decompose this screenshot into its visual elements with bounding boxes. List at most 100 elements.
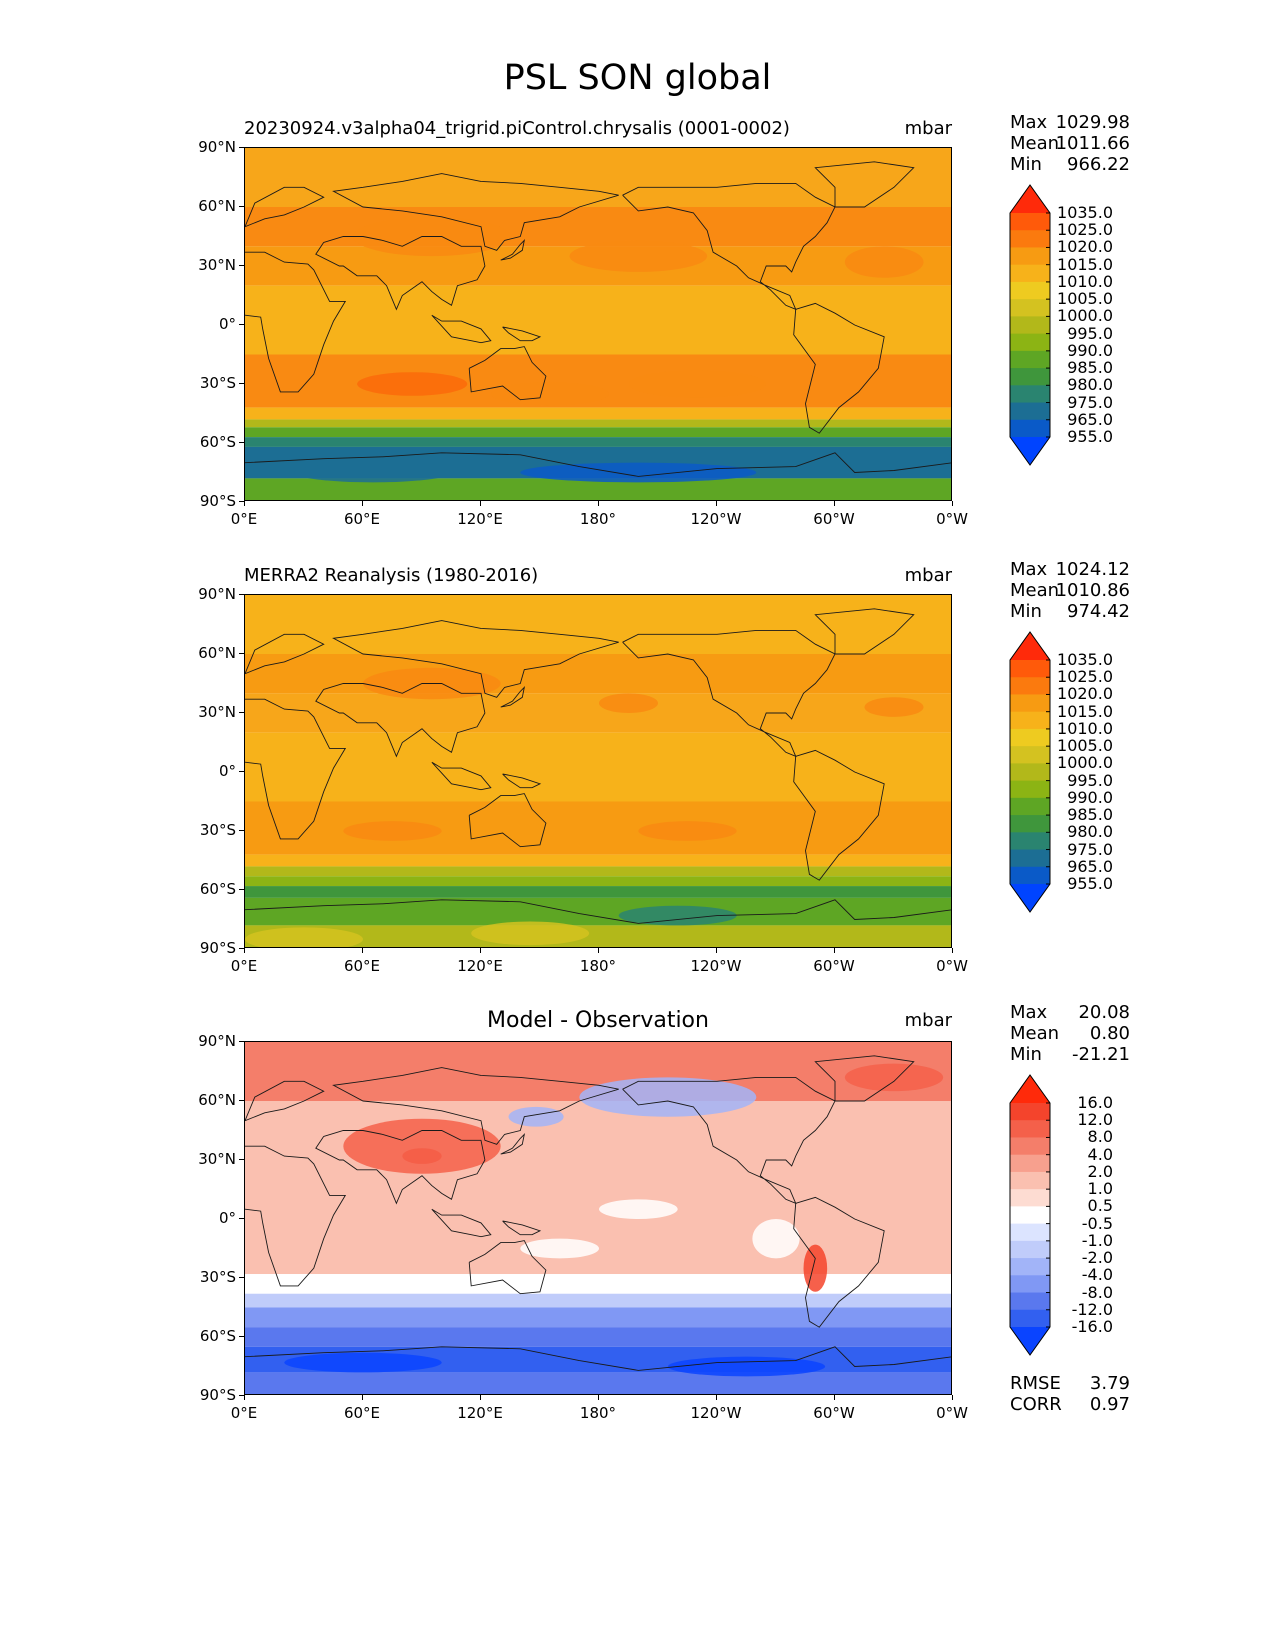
- map-band: [245, 866, 951, 877]
- units-label: mbar: [904, 1010, 952, 1031]
- colorbar-segment: [1010, 1120, 1050, 1138]
- y-tick-mark: [239, 501, 244, 502]
- y-tick-mark: [239, 1159, 244, 1160]
- colorbar-segment: [1010, 316, 1050, 335]
- y-tick-mark: [239, 889, 244, 890]
- x-tick-mark: [244, 948, 245, 953]
- map-anomaly: [357, 372, 468, 396]
- colorbar-segment: [1010, 832, 1050, 851]
- colorbar-label: 2.0: [1087, 1161, 1113, 1181]
- map-plot: [244, 1041, 952, 1395]
- coastline: [245, 1080, 325, 1122]
- coastline: [793, 302, 885, 434]
- x-tick-mark: [834, 948, 835, 953]
- coastline: [332, 1067, 619, 1145]
- colorbar-label: 12.0: [1077, 1110, 1113, 1130]
- map-band: [245, 886, 951, 898]
- colorbar-segment: [1010, 264, 1050, 283]
- colorbar-label: 1015.0: [1057, 701, 1113, 721]
- y-tick-mark: [239, 830, 244, 831]
- coastline: [500, 239, 526, 261]
- colorbar-label: 975.0: [1067, 839, 1113, 859]
- y-tick-label: 30°S: [199, 821, 236, 839]
- coastline: [245, 899, 951, 924]
- y-tick-mark: [239, 1100, 244, 1101]
- x-tick-label: 60°W: [813, 510, 855, 528]
- y-tick-mark: [239, 948, 244, 949]
- colorbar-label: -12.0: [1071, 1299, 1113, 1319]
- y-tick-mark: [239, 1395, 244, 1396]
- x-tick-label: 60°E: [343, 1404, 381, 1422]
- x-tick-label: 60°W: [813, 1404, 855, 1422]
- map-band: [245, 925, 951, 947]
- y-tick-mark: [239, 1041, 244, 1042]
- y-tick-label: 60°S: [199, 880, 236, 898]
- map-anomaly: [599, 693, 658, 713]
- stat-value-mean: 0.80: [1089, 1023, 1130, 1044]
- y-tick-label: 90°N: [198, 585, 236, 603]
- x-tick-label: 0°W: [936, 510, 968, 528]
- colorbar-label: 985.0: [1067, 805, 1113, 825]
- map-anomaly: [402, 1148, 442, 1164]
- coastline: [814, 608, 915, 655]
- stat-label-mean: Mean: [1010, 580, 1060, 601]
- coastline: [332, 620, 619, 698]
- stat-value-mean: 1011.66: [1055, 133, 1130, 154]
- map-band: [245, 1327, 951, 1347]
- map-anomaly: [618, 905, 737, 926]
- map-band: [245, 427, 951, 438]
- colorbar-segment: [1010, 402, 1050, 421]
- x-tick-label: 0°E: [230, 957, 258, 975]
- coastline: [793, 749, 885, 881]
- colorbar-label: -0.5: [1081, 1213, 1113, 1233]
- colorbar-label: 1025.0: [1057, 220, 1113, 240]
- x-tick-mark: [952, 501, 953, 506]
- coastline: [502, 326, 542, 342]
- colorbar-label: 990.0: [1067, 340, 1113, 360]
- colorbar-segment: [1010, 1103, 1050, 1121]
- map-band: [245, 1274, 951, 1294]
- stat-label-min: Min: [1010, 1044, 1042, 1065]
- colorbar-label: 965.0: [1067, 409, 1113, 429]
- map-anomaly: [284, 1352, 442, 1373]
- x-tick-mark: [480, 1395, 481, 1400]
- colorbar-segment: [1010, 711, 1050, 730]
- x-tick-mark: [480, 948, 481, 953]
- colorbar-segment: [1010, 660, 1050, 678]
- colorbar-segment: [1010, 385, 1050, 404]
- colorbar-label: 0.5: [1087, 1196, 1113, 1216]
- stat-label-max: Max: [1010, 559, 1048, 580]
- coastline: [502, 773, 542, 789]
- map-band: [245, 854, 951, 867]
- colorbar-segment: [1010, 1154, 1050, 1173]
- y-tick-mark: [239, 324, 244, 325]
- colorbar-segment: [1010, 350, 1050, 369]
- map-band: [245, 354, 951, 408]
- x-tick-mark: [362, 1395, 363, 1400]
- colorbar-extend-max: [1010, 1075, 1050, 1103]
- colorbar-label: 1020.0: [1057, 237, 1113, 257]
- x-tick-mark: [716, 501, 717, 506]
- y-tick-label: 0°: [218, 315, 236, 333]
- y-tick-mark: [239, 653, 244, 654]
- colorbar-outline: [1009, 631, 1051, 913]
- x-tick-mark: [598, 948, 599, 953]
- y-tick-label: 60°N: [198, 1091, 236, 1109]
- stat-value-min: 966.22: [1067, 154, 1130, 175]
- y-tick-label: 90°N: [198, 1032, 236, 1050]
- coastline: [468, 793, 547, 848]
- colorbar-label: 1005.0: [1057, 736, 1113, 756]
- coastline: [245, 251, 347, 393]
- colorbar-label: 985.0: [1067, 358, 1113, 378]
- coastline: [500, 1133, 526, 1155]
- colorbar-label: 995.0: [1067, 770, 1113, 790]
- map-anomaly: [343, 1118, 501, 1174]
- colorbar-segment: [1010, 247, 1050, 266]
- colorbar-label: 995.0: [1067, 323, 1113, 343]
- coastline: [245, 452, 951, 477]
- map-band: [245, 148, 951, 207]
- x-tick-mark: [952, 948, 953, 953]
- colorbar-segment: [1010, 1171, 1050, 1190]
